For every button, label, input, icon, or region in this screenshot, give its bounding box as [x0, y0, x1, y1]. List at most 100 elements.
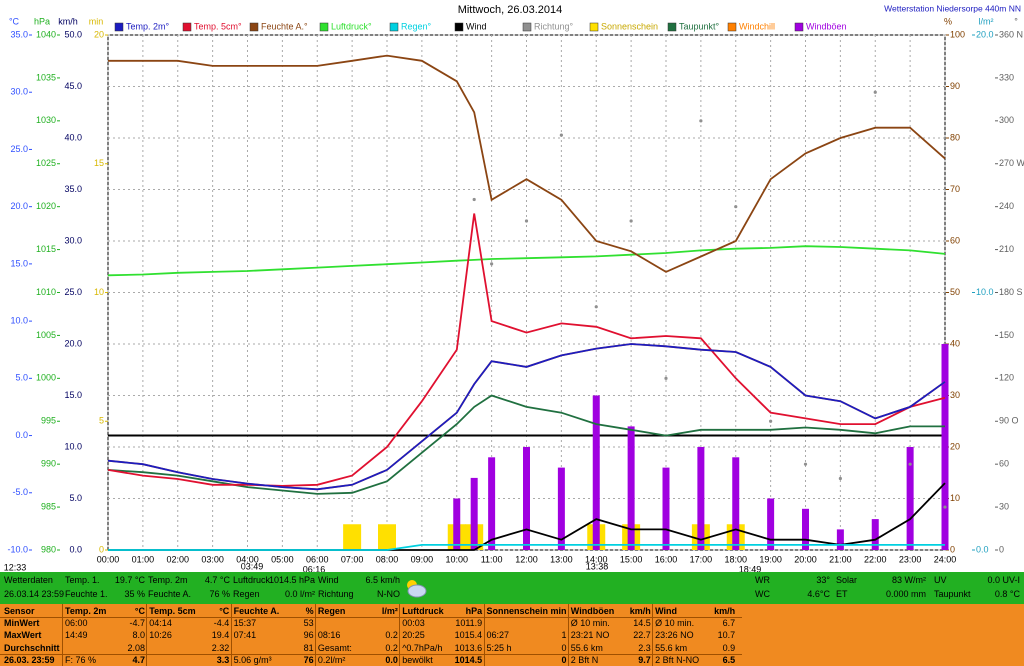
cell-value: 0.0: [385, 654, 398, 665]
legend-swatch: [389, 22, 399, 32]
x-tick-label: 13:00: [550, 554, 573, 564]
y-tick-label: 0.0: [976, 544, 989, 554]
legend-label: Regen°: [401, 21, 432, 31]
y-tick-label: 1010: [36, 287, 56, 297]
bar: [662, 467, 670, 550]
column-unit: °C: [134, 606, 145, 616]
direction-dot: [594, 305, 598, 309]
cell-label: 23:21 NO: [570, 630, 610, 641]
legend-swatch: [114, 22, 124, 32]
x-tick-label: 09:00: [411, 554, 434, 564]
y-tick-label: -5.0: [12, 487, 28, 497]
y-tick-label: 25.0: [64, 287, 82, 297]
y-tick-label: -10.0: [7, 544, 28, 554]
column-unit: %: [305, 606, 314, 616]
cell-label: 5.06 g/m³: [233, 654, 272, 665]
cell-label: 07:41: [233, 630, 257, 641]
field-label: UV: [934, 575, 947, 585]
cell-value: 0: [561, 642, 567, 653]
cell-value: 0.9: [722, 642, 736, 653]
column-head: Luftdruck: [402, 606, 444, 616]
row-head: Sensor: [4, 606, 35, 616]
x-tick-label: 24:00: [934, 554, 957, 564]
x-tick-label: 05:00: [271, 554, 294, 564]
station-name: Wetterstation Niedersorpe 440m NN: [884, 3, 1021, 13]
column-sep: [314, 604, 316, 666]
bar: [488, 457, 496, 550]
y-tick-label: 1020: [36, 201, 56, 211]
field-value: 4.7 °C: [204, 575, 230, 585]
x-tick-label: 19:00: [759, 554, 782, 564]
y-tick-label: 0: [999, 544, 1004, 554]
legend-label: Windböen: [806, 21, 847, 31]
cell-value: 4.7: [132, 654, 145, 665]
legend-swatch: [589, 22, 599, 32]
series-line: [107, 394, 945, 495]
column-unit: km/h: [714, 606, 736, 616]
cell-label: 20:25: [402, 630, 425, 641]
bar: [523, 447, 530, 550]
cell-value: 1014.5: [454, 654, 483, 665]
cell-value: 0: [561, 654, 567, 665]
column-unit: °C: [219, 606, 230, 616]
bar: [470, 477, 478, 550]
column-unit: km/h: [629, 606, 651, 616]
cell-label: Gesamt:: [317, 642, 352, 653]
column-head: Sonnenschein: [486, 606, 549, 616]
cell-value: 1013.6: [454, 642, 483, 653]
direction-dot: [769, 419, 773, 423]
direction-dot: [664, 376, 668, 380]
cell-value: 81: [303, 642, 314, 653]
bar: [906, 447, 914, 550]
field-value: 33°: [816, 575, 830, 585]
y-tick-label: 300: [999, 115, 1014, 125]
column-head: Regen: [317, 606, 346, 616]
bar: [592, 395, 600, 550]
y-tick-label: 30: [950, 390, 960, 400]
x-note: 13:38: [586, 561, 609, 571]
bar: [732, 457, 740, 550]
cell-label: 0.2l/m²: [317, 654, 346, 665]
legend-swatch: [522, 22, 532, 32]
y-tick-label: 40: [950, 338, 960, 348]
y-tick-label: 990: [41, 459, 56, 469]
row-head: MinWert: [4, 618, 40, 629]
y-tick-label: 1040: [36, 29, 56, 39]
column-sep: [483, 604, 485, 666]
y-tick-label: 90 O: [999, 416, 1019, 426]
y-tick-label: 20: [950, 441, 960, 451]
column-unit: l/m²: [381, 606, 398, 616]
y-tick-label: 0.0: [15, 430, 28, 440]
axis-unit: min: [89, 16, 104, 26]
legend-swatch: [727, 22, 737, 32]
y-tick-label: 980: [41, 544, 56, 554]
field-label: Solar: [836, 575, 858, 585]
cell-label: F: 76 %: [65, 654, 97, 665]
cell-value: 2.3: [638, 642, 651, 653]
cell-label: 06:00: [65, 618, 88, 629]
y-tick-label: 5.0: [69, 493, 82, 503]
field-value: 19.7 °C: [114, 575, 145, 585]
axis-unit: %: [944, 16, 952, 26]
y-tick-label: 100: [950, 29, 965, 39]
column-sep: [62, 604, 63, 666]
column-sep: [652, 604, 654, 666]
cell-value: 2.32: [211, 642, 230, 653]
x-tick-label: 06:00: [306, 554, 329, 564]
field-label: Wind: [318, 575, 339, 585]
field-value: 0.0 l/m²: [284, 589, 315, 599]
y-tick-label: 985: [41, 501, 56, 511]
cell-value: 1: [561, 630, 567, 641]
x-tick-label: 02:00: [166, 554, 189, 564]
y-tick-label: 15: [94, 158, 104, 168]
x-tick-label: 10:00: [445, 554, 468, 564]
field-label: ET: [836, 589, 848, 599]
column-unit: hPa: [465, 606, 483, 616]
x-note: 06:16: [303, 564, 326, 572]
direction-dot: [559, 133, 563, 137]
cell-label: ^0.7hPa/h: [402, 642, 443, 653]
direction-dot: [943, 505, 947, 509]
field-label: Regen: [233, 589, 260, 599]
cell-value: 6.7: [722, 618, 736, 629]
y-tick-label: 120: [999, 373, 1014, 383]
